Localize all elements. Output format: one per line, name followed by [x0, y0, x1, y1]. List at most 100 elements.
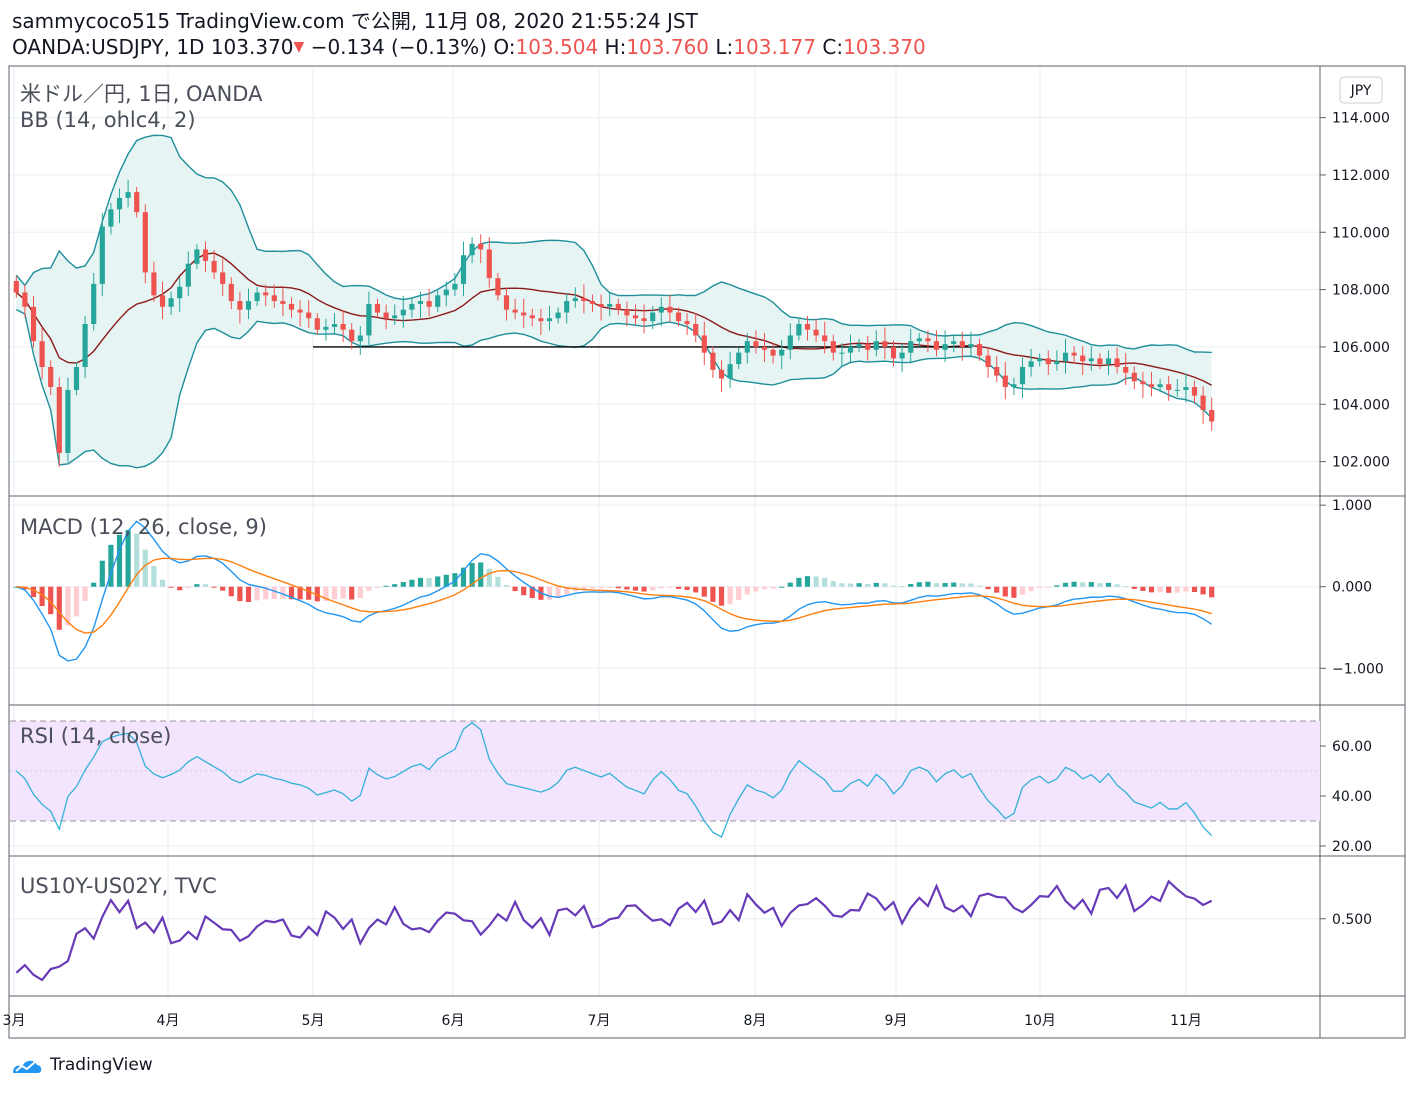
candle-body	[56, 387, 62, 453]
macd-histogram-bar	[727, 586, 733, 605]
candle-body	[968, 344, 974, 347]
x-axis-tick-label: 8月	[744, 1013, 767, 1029]
macd-histogram-bar	[65, 586, 71, 626]
tradingview-logo[interactable]: TradingView	[10, 1054, 153, 1076]
candle-body	[529, 315, 535, 319]
macd-histogram-bar	[73, 586, 80, 617]
macd-histogram-bar	[890, 585, 897, 587]
candle-body	[667, 306, 673, 313]
macd-histogram-bar	[985, 586, 991, 590]
macd-histogram-bar	[1131, 586, 1137, 589]
candle-body	[469, 243, 475, 256]
candle-body	[1071, 352, 1077, 356]
candle-body	[168, 298, 174, 307]
candle-body	[151, 272, 157, 296]
macd-histogram-bar	[658, 586, 664, 589]
candle-body	[916, 338, 922, 342]
x-axis-tick-label: 3月	[3, 1013, 26, 1029]
candle-body	[856, 344, 862, 347]
candle-body	[1200, 395, 1206, 410]
candle-body	[99, 226, 105, 284]
bb-basis-line	[15, 252, 1213, 386]
macd-histogram-bar	[297, 586, 303, 600]
candle-body	[1019, 367, 1026, 385]
candle-body	[632, 315, 639, 319]
currency-badge[interactable]: JPY	[1339, 76, 1383, 104]
candle-body	[701, 335, 707, 353]
candle-body	[779, 349, 785, 356]
macd-histogram-bar	[925, 581, 931, 587]
brand-name: TradingView	[50, 1055, 153, 1075]
candle-body	[202, 249, 209, 261]
candle-body	[116, 197, 123, 210]
macd-histogram-bar	[1140, 586, 1146, 591]
candle-body	[839, 352, 845, 354]
candle-body	[159, 295, 166, 307]
macd-histogram-bar	[271, 586, 277, 600]
y-axis-tick-label: −1.000	[1332, 661, 1384, 677]
candle-body	[237, 301, 243, 310]
open-value: 103.504	[515, 35, 599, 59]
candle-body	[1114, 358, 1120, 367]
macd-histogram-bar	[366, 586, 372, 591]
candle-body	[787, 335, 793, 350]
candle-body	[48, 367, 54, 388]
candle-body	[435, 295, 441, 307]
macd-histogram-bar	[443, 574, 449, 587]
macd-histogram-bar	[796, 577, 802, 587]
candle-body	[1183, 387, 1189, 390]
candle-body	[443, 289, 449, 296]
macd-histogram-bar	[1062, 582, 1069, 587]
candle-body	[546, 318, 553, 322]
bb-indicator-title: BB (14, ohlc4, 2)	[20, 108, 196, 132]
macd-histogram-bar	[607, 586, 613, 588]
candle-body	[521, 312, 527, 316]
candle-body	[1037, 358, 1043, 362]
macd-histogram-bar	[254, 586, 260, 601]
macd-histogram-bar	[675, 586, 682, 589]
y-axis-tick-label: 60.00	[1332, 739, 1372, 755]
high-value: 103.760	[626, 35, 710, 59]
chart-header: sammycoco515 TradingView.com で公開, 11月 08…	[12, 8, 926, 60]
macd-histogram-bar	[994, 586, 1000, 593]
candle-body	[830, 341, 836, 353]
low-label: L:	[715, 35, 734, 59]
macd-histogram-bar	[1114, 584, 1120, 587]
macd-histogram-bar	[839, 583, 845, 587]
candle-body	[228, 283, 234, 302]
candle-body	[650, 312, 656, 322]
main-pane-title: 米ドル／円, 1日, OANDA	[20, 82, 263, 106]
candle-body	[400, 309, 406, 316]
candle-body	[1011, 384, 1017, 388]
macd-pane-title: MACD (12, 26, close, 9)	[20, 515, 267, 539]
candle-body	[813, 329, 819, 336]
macd-histogram-bar	[495, 576, 501, 587]
candle-body	[847, 346, 854, 353]
candle-body	[1028, 361, 1034, 367]
spread-pane-title: US10Y-US02Y, TVC	[20, 874, 217, 898]
candle-body	[13, 281, 19, 293]
candle-body	[1080, 355, 1086, 362]
candle-body	[452, 283, 458, 290]
macd-histogram-bar	[1002, 586, 1008, 597]
candle-body	[959, 341, 965, 347]
macd-histogram-bar	[314, 586, 320, 602]
macd-histogram-bar	[142, 549, 148, 587]
macd-histogram-bar	[1105, 582, 1112, 587]
bb-upper-line	[15, 134, 1212, 354]
candle-body	[478, 243, 484, 250]
rsi-pane-title: RSI (14, close)	[20, 724, 171, 748]
candle-body	[297, 309, 303, 313]
macd-histogram-bar	[693, 586, 699, 593]
candle-body	[564, 301, 570, 313]
candle-body	[357, 335, 363, 342]
macd-histogram-bar	[847, 583, 854, 587]
candle-body	[417, 301, 424, 304]
ohlc-line: OANDA:USDJPY, 1D 103.370 ▼ −0.134 (−0.13…	[12, 34, 926, 60]
macd-histogram-bar	[968, 583, 974, 587]
candle-body	[658, 306, 664, 313]
candle-body	[615, 303, 621, 310]
macd-histogram-bar	[615, 586, 621, 589]
macd-histogram-bar	[865, 584, 871, 587]
